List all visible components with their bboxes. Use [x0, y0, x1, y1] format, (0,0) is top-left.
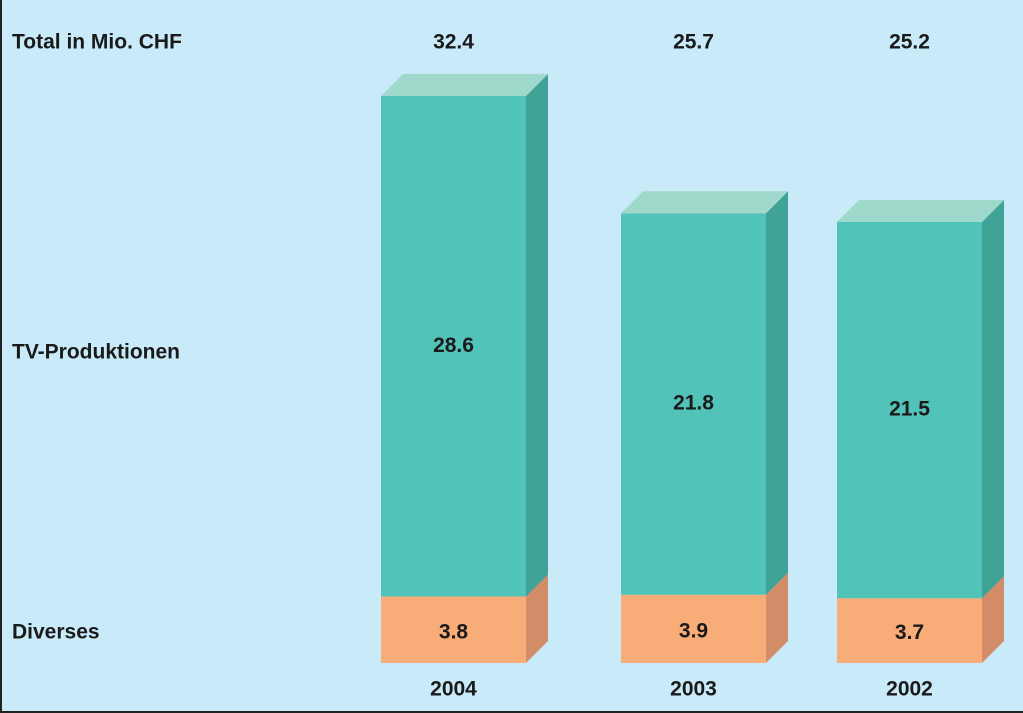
bar-front — [381, 596, 526, 663]
value-label: 3.7 — [895, 621, 924, 644]
bar-side — [982, 576, 1004, 663]
bar-side — [766, 572, 788, 663]
x-tick-label: 2003 — [670, 678, 717, 701]
bar-front — [837, 222, 982, 599]
value-label: 3.9 — [679, 619, 708, 642]
value-label: 3.8 — [439, 620, 469, 643]
totals-label: Total in Mio. CHF — [12, 31, 182, 54]
x-tick-label: 2004 — [430, 678, 477, 701]
row-label: TV-Produktionen — [12, 341, 180, 364]
bar-top — [381, 74, 548, 96]
bar-side — [526, 74, 548, 597]
total-label: 32.4 — [433, 31, 474, 54]
bar-side — [982, 200, 1004, 599]
bar-front — [621, 594, 766, 663]
bar-front — [837, 598, 982, 663]
bar-top — [621, 191, 788, 214]
total-label: 25.2 — [889, 31, 930, 54]
value-label: 21.8 — [673, 392, 714, 415]
bar-front — [621, 213, 766, 595]
value-label: 21.5 — [889, 398, 930, 421]
total-label: 25.7 — [673, 31, 714, 54]
value-label: 28.6 — [433, 334, 474, 357]
row-label: Diverses — [12, 621, 100, 644]
bar-front — [381, 96, 526, 597]
bar-side — [766, 191, 788, 595]
bar-side — [526, 574, 548, 663]
x-tick-label: 2002 — [886, 678, 933, 701]
bar-top — [837, 200, 1004, 222]
